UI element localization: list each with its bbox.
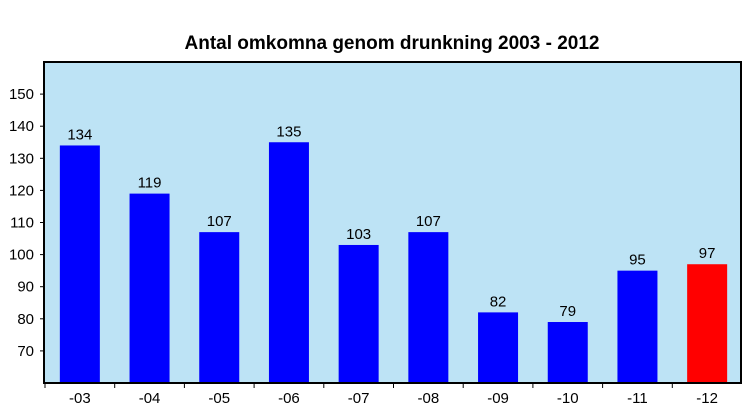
y-tick-label-140: 140 — [9, 118, 34, 135]
x-tick-label--09: -09 — [487, 390, 509, 407]
x-tick-label--07: -07 — [348, 390, 370, 407]
bars-group — [59, 142, 728, 383]
data-labels-group: 134 119 107 135 103 107 82 79 95 97 — [67, 123, 715, 320]
bar--09 — [478, 312, 519, 383]
y-axis: 70 80 90 100 110 120 130 140 150 — [9, 86, 44, 360]
y-tick-label-90: 90 — [17, 279, 34, 296]
data-label--06: 135 — [276, 123, 301, 140]
y-tick-label-120: 120 — [9, 182, 34, 199]
data-label--10: 79 — [559, 303, 576, 320]
bar--03 — [59, 145, 100, 383]
data-label--09: 82 — [490, 293, 507, 310]
x-tick-label--12: -12 — [696, 390, 718, 407]
y-tick-label-150: 150 — [9, 86, 34, 103]
bar--08 — [408, 232, 449, 383]
bar--05 — [199, 232, 240, 383]
x-axis: -03 -04 -05 -06 -07 -08 -09 -10 -11 -12 — [44, 383, 718, 407]
y-tick-label-70: 70 — [17, 343, 34, 360]
x-tick-label--03: -03 — [69, 390, 91, 407]
x-tick-label--06: -06 — [278, 390, 300, 407]
bar--06 — [268, 142, 309, 383]
y-tick-label-100: 100 — [9, 247, 34, 264]
chart-title: Antal omkomna genom drunkning 2003 - 201… — [185, 33, 600, 54]
bar--12 — [687, 264, 728, 383]
bar--10 — [547, 322, 588, 383]
data-label--05: 107 — [207, 213, 232, 230]
data-label--04: 119 — [138, 175, 162, 192]
data-label--03: 134 — [67, 126, 92, 143]
bar--11 — [617, 270, 658, 383]
x-tick-label--11: -11 — [627, 390, 648, 407]
data-label--07: 103 — [346, 226, 371, 243]
data-label--11: 95 — [629, 252, 646, 269]
x-tick-label--10: -10 — [557, 390, 579, 407]
y-tick-label-80: 80 — [17, 311, 34, 328]
x-tick-label--04: -04 — [139, 390, 161, 407]
y-tick-label-130: 130 — [9, 150, 34, 167]
data-label--12: 97 — [699, 245, 716, 262]
data-label--08: 107 — [416, 213, 441, 230]
bar--04 — [129, 193, 170, 383]
x-tick-label--05: -05 — [208, 390, 230, 407]
x-tick-label--08: -08 — [418, 390, 440, 407]
plot-border — [43, 61, 742, 384]
bar--07 — [338, 244, 379, 383]
y-tick-label-110: 110 — [10, 215, 34, 232]
